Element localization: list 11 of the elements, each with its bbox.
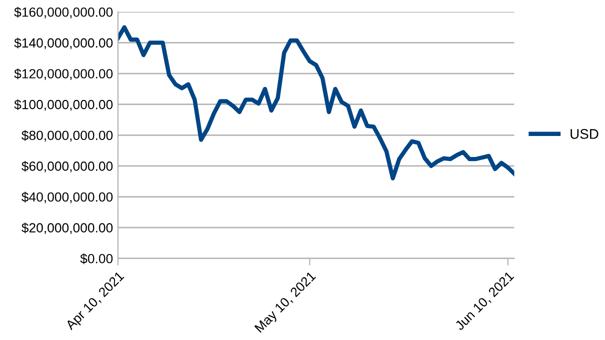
y-tick-label: $40,000,000.00 — [22, 192, 113, 204]
y-tick-label: $100,000,000.00 — [14, 99, 113, 111]
y-tick-label: $120,000,000.00 — [14, 68, 113, 80]
y-tick-label: $160,000,000.00 — [14, 6, 113, 18]
line-series — [118, 25, 514, 180]
y-tick-label: $80,000,000.00 — [22, 130, 113, 142]
y-tick-label: $0.00 — [80, 253, 113, 264]
legend-label: USD — [570, 129, 598, 139]
y-tick-label: $60,000,000.00 — [22, 160, 113, 172]
y-tick-label: $140,000,000.00 — [14, 38, 113, 50]
y-tick-label: $20,000,000.00 — [22, 222, 113, 234]
